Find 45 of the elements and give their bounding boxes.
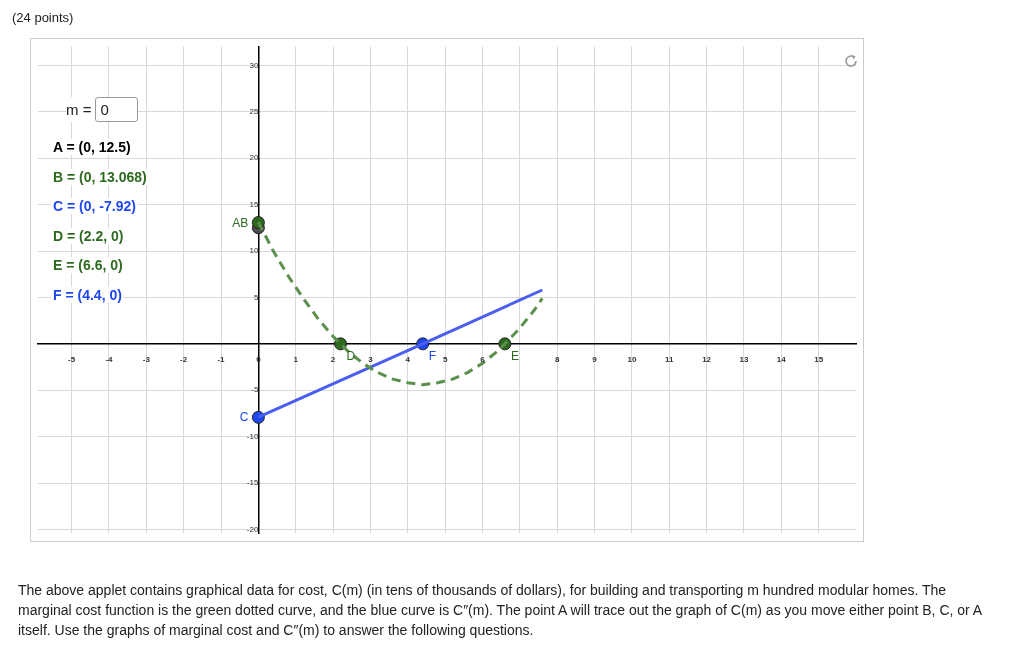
y-tick-label: 25 xyxy=(249,106,259,116)
x-tick-label: 10 xyxy=(627,355,637,365)
chart-title: (24 points) xyxy=(12,10,74,25)
x-tick-label: 1 xyxy=(293,355,299,365)
y-tick-label: -20 xyxy=(246,524,259,534)
x-tick-label: 11 xyxy=(665,355,675,365)
annotation: C xyxy=(239,410,249,425)
x-tick-label: 8 xyxy=(554,355,560,365)
x-tick-label: 6 xyxy=(480,355,486,365)
annotation: m = xyxy=(66,101,92,118)
x-tick-label: 9 xyxy=(592,355,598,365)
annotation: AB xyxy=(232,215,249,230)
y-tick-label: -15 xyxy=(246,478,259,488)
x-tick-label: 12 xyxy=(702,355,712,365)
x-tick-label: -1 xyxy=(217,355,226,365)
y-tick-label: 5 xyxy=(253,292,259,302)
x-tick-label: 0 xyxy=(256,355,262,365)
annotation: F = (4.4, 0) xyxy=(51,286,124,303)
annotation: F xyxy=(428,348,437,363)
y-tick-label: 20 xyxy=(249,153,259,163)
annotation: E xyxy=(510,348,519,363)
x-tick-label: 13 xyxy=(739,355,749,365)
x-tick-label: 4 xyxy=(405,355,411,365)
annotation: D = (2.2, 0) xyxy=(51,227,126,244)
x-tick-label: -3 xyxy=(142,355,151,365)
x-tick-label: 2 xyxy=(330,355,336,365)
x-tick-label: 5 xyxy=(442,355,448,365)
x-tick-label: -5 xyxy=(68,355,76,365)
y-tick-label: 10 xyxy=(249,246,259,256)
annotation: 0 xyxy=(95,97,138,122)
x-tick-label: 15 xyxy=(814,355,824,365)
y-tick-label: -10 xyxy=(246,431,259,441)
y-tick-label: 30 xyxy=(249,60,259,70)
annotation: A = (0, 12.5) xyxy=(51,139,133,155)
text: The above applet contains graphical data for cost, C(m) (in tens of thousands of dollars), for building and transporting m hundred modular homes. The marginal cost function is the green dotted curve, and the blue curve is C″(m). The point A will trace out the graph of C(m) as you move either point B, C, or A itself. Use the graphs of marginal cost and C″(m) to answer the following questions. xyxy=(18,581,983,640)
y-tick-label: 15 xyxy=(249,199,259,209)
x-tick-label: 3 xyxy=(368,355,374,365)
x-tick-label: -4 xyxy=(105,355,114,365)
annotation: E = (6.6, 0) xyxy=(51,257,125,273)
annotation: B = (0, 13.068) xyxy=(51,168,149,185)
x-tick-label: -2 xyxy=(180,355,188,365)
x-tick-label: 14 xyxy=(776,355,787,365)
annotation: C = (0, -7.92) xyxy=(51,198,138,214)
annotation: D xyxy=(346,348,356,363)
y-tick-label: -5 xyxy=(251,385,259,395)
